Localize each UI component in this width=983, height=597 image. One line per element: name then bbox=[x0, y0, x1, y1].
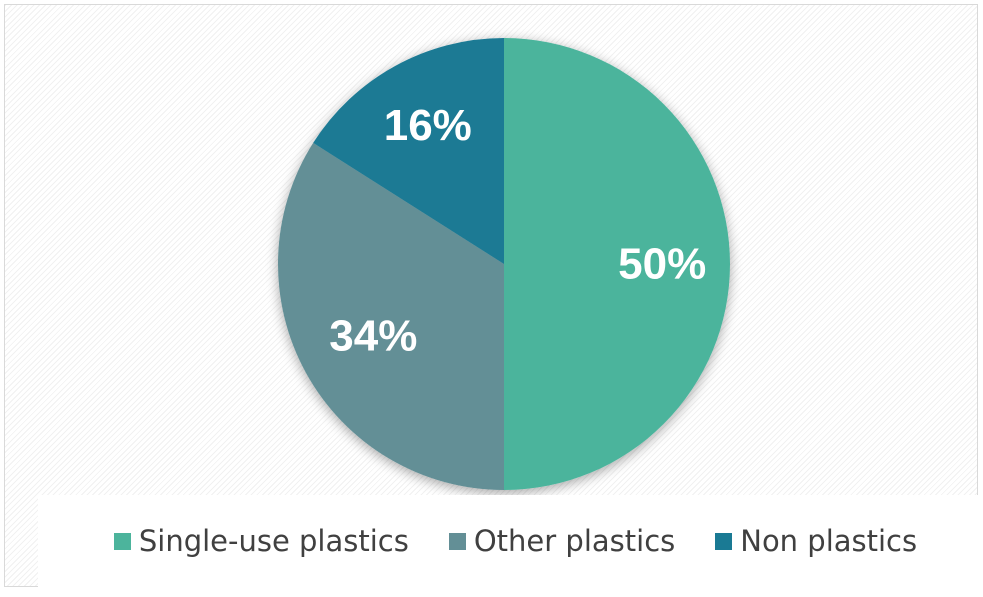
pie-slices bbox=[277, 38, 730, 490]
legend: Single-use plastics Other plastics Non p… bbox=[38, 495, 983, 587]
pie-slice-other-plastics bbox=[277, 142, 504, 490]
data-label-single-use-plastics: 50% bbox=[618, 240, 706, 289]
chart-area: 50% 34% 16% Single-use plastics Other plas… bbox=[4, 4, 983, 587]
pie-slice-single-use-plastics bbox=[504, 38, 730, 490]
legend-label-other-plastics: Other plastics bbox=[473, 524, 676, 558]
legend-item-non-plastics: Non plastics bbox=[715, 524, 917, 558]
legend-label-non-plastics: Non plastics bbox=[740, 524, 918, 558]
legend-swatch-non-plastics bbox=[715, 532, 733, 550]
pie-chart: 50% 34% 16% bbox=[277, 38, 730, 490]
legend-item-other-plastics: Other plastics bbox=[448, 524, 676, 558]
legend-swatch-other-plastics bbox=[448, 532, 466, 550]
pie-slice-non-plastics bbox=[313, 38, 504, 264]
pie-data-labels: 50% 34% 16% bbox=[329, 101, 706, 360]
legend-swatch-single-use-plastics bbox=[113, 532, 131, 550]
legend-item-single-use-plastics: Single-use plastics bbox=[113, 524, 409, 558]
data-label-other-plastics: 34% bbox=[329, 311, 417, 360]
data-label-non-plastics: 16% bbox=[384, 101, 472, 150]
legend-label-single-use-plastics: Single-use plastics bbox=[138, 524, 409, 558]
